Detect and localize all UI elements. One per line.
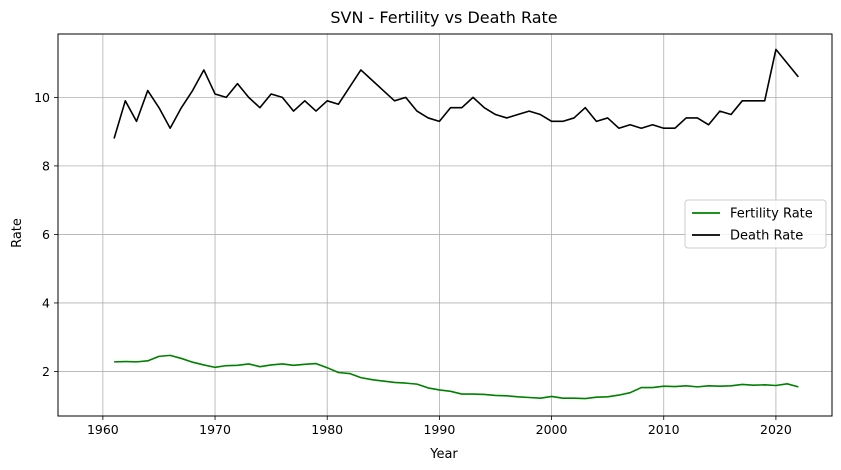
y-tick-label: 6 (42, 227, 50, 242)
y-tick-label: 10 (34, 90, 50, 105)
x-axis-ticks: 1960 1970 1980 1990 2000 2010 2020 (87, 416, 792, 437)
series-lines (113, 48, 799, 400)
y-tick-label: 8 (42, 158, 50, 173)
y-tick-label: 2 (42, 364, 50, 379)
x-tick-label: 1970 (199, 422, 231, 437)
legend-label-fertility-rate: Fertility Rate (730, 207, 813, 222)
x-tick-label: 2010 (648, 422, 680, 437)
x-axis-label: Year (429, 447, 458, 462)
y-axis-ticks: 2 4 6 8 10 (34, 90, 58, 379)
x-tick-label: 1990 (423, 422, 455, 437)
chart-title: SVN - Fertility vs Death Rate (330, 8, 557, 27)
plot-frame (57, 33, 833, 417)
x-tick-label: 1960 (87, 422, 119, 437)
series-line-death-rate (113, 48, 799, 139)
x-tick-label: 2020 (760, 422, 792, 437)
x-tick-label: 2000 (536, 422, 568, 437)
legend-box (684, 199, 827, 249)
y-tick-label: 4 (42, 295, 50, 310)
legend-label-death-rate: Death Rate (730, 229, 803, 244)
x-tick-label: 1980 (311, 422, 343, 437)
legend: Fertility Rate Death Rate (684, 199, 827, 249)
y-axis-label: Rate (10, 218, 25, 248)
series-line-fertility-rate (114, 354, 799, 400)
